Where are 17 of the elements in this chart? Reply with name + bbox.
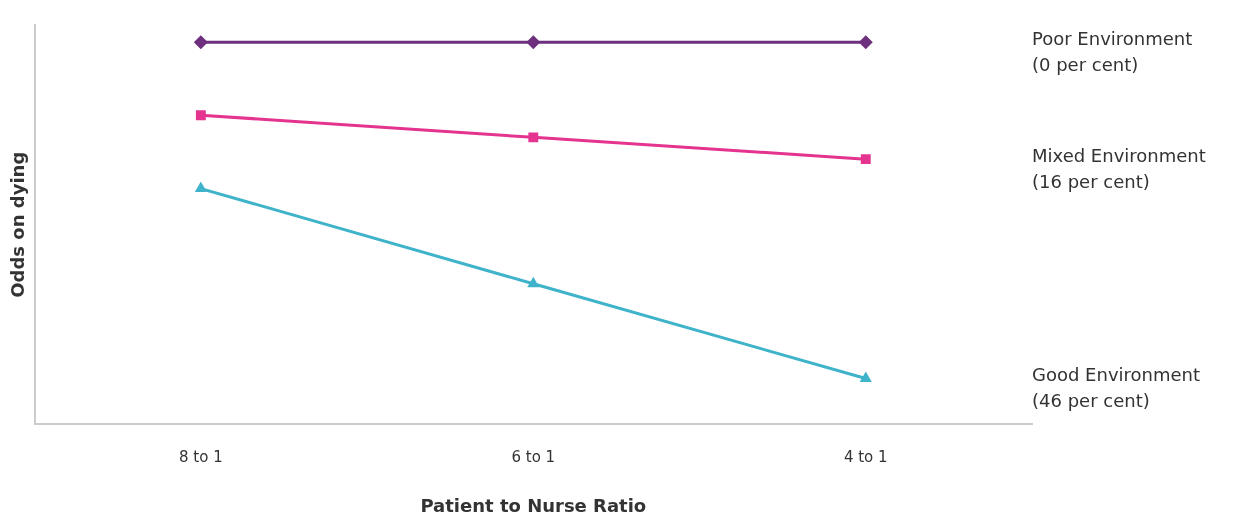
text: Poor Environment (0 per cent) (1032, 27, 1193, 75)
point (193, 35, 208, 50)
point (528, 132, 539, 143)
point (859, 371, 872, 383)
point (194, 181, 207, 193)
point (860, 154, 871, 165)
text: Good Environment (46 per cent) (1032, 364, 1201, 412)
x-tick-label: 8 to 1 (178, 448, 223, 467)
text: Mixed Environment (16 per cent) (1032, 144, 1206, 192)
point (526, 35, 541, 50)
x-axis-title: Patient to Nurse Ratio (420, 494, 647, 516)
x-tick-label: 6 to 1 (511, 448, 556, 467)
y-axis-title: Odds on dying (7, 151, 29, 298)
point (195, 110, 206, 121)
x-tick-label: 4 to 1 (843, 448, 888, 467)
point (858, 35, 873, 50)
point (527, 276, 540, 288)
